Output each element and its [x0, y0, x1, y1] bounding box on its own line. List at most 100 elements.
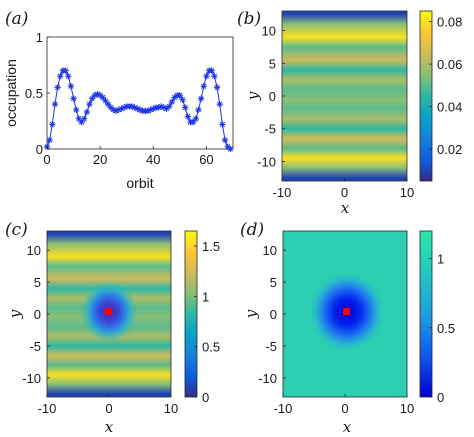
panel-c-cbar-tick-label: 0	[202, 390, 209, 405]
panel-a-ticks: 0 20 40 60 0 0.5 1	[25, 30, 214, 167]
panel-b-cbar-tick-label: 0.04	[437, 100, 462, 115]
panel-a-point	[195, 106, 202, 113]
panel-d-label: (d)	[240, 220, 264, 240]
panel-c-ytick-label: 0	[34, 307, 41, 322]
panel-a-ytick-label: 1	[36, 30, 43, 45]
panel-a-point	[46, 136, 53, 144]
panel-a-point	[181, 104, 189, 111]
panel-b-xtick-label: 10	[400, 185, 414, 200]
panel-a-point	[200, 83, 207, 90]
panel-d-cbar-tick-label: 1	[437, 252, 444, 267]
panel-b-ytick-label: -5	[264, 122, 276, 137]
panel-a-point	[203, 73, 210, 80]
panel-d-ytick-label: -5	[265, 339, 277, 354]
panel-c: (c) -10 0 10 10 5 0 -5 -10 0 0.5 1 1.5 x y	[5, 220, 220, 436]
panel-b-ytick-label: 0	[269, 89, 276, 104]
panel-a-point	[227, 145, 234, 153]
panel-a-line	[46, 70, 231, 150]
panel-a-point	[179, 96, 186, 103]
panel-d-ytick-label: 10	[263, 243, 277, 258]
panel-a-point	[57, 73, 64, 80]
panel-c-ticks: -10 0 10 10 5 0 -5 -10 0 0.5 1 1.5	[22, 239, 220, 416]
panel-a-point	[73, 106, 80, 113]
panel-d-xtick-label: -10	[274, 401, 293, 416]
panel-a-point	[65, 73, 72, 80]
panel-c-xtick-label: 0	[105, 401, 112, 416]
panel-a-point	[86, 101, 93, 108]
panel-d-ytick-label: 0	[270, 307, 277, 322]
panel-a-point	[62, 67, 69, 74]
panel-a-point	[221, 136, 229, 144]
panel-b-xtick-label: 0	[341, 185, 348, 200]
panel-a-point	[51, 101, 59, 108]
panel-a-ytick-label: 0	[36, 142, 43, 157]
panel-a-point	[120, 104, 128, 111]
panel-b-cbar-tick-label: 0.08	[437, 15, 462, 30]
panel-b-xlabel: x	[341, 199, 350, 217]
panel-a-axes-box	[46, 36, 234, 150]
panel-b: (b) -10 0 10 10 5 0 -5 -10 0.02 0.04 0.06 0.08 x y	[237, 9, 462, 217]
panel-c-marker	[105, 308, 112, 315]
panel-b-ytick-label: -10	[257, 154, 276, 169]
panel-b-cbar-tick-label: 0.06	[437, 57, 462, 72]
panel-a-point	[219, 121, 226, 128]
panel-d-ytick-label: 5	[270, 275, 277, 290]
panel-c-ytick-label: -10	[22, 371, 41, 386]
panel-d-ticks: -10 0 10 10 5 0 -5 -10 0 0.5 1	[258, 243, 455, 416]
panel-a-point	[208, 67, 215, 74]
panel-a-point	[176, 92, 184, 99]
panel-a-point	[213, 84, 221, 91]
panel-a-point	[81, 115, 88, 122]
panel-c-label: (c)	[5, 220, 28, 240]
panel-c-ylabel: y	[6, 309, 24, 319]
panel-a-point	[83, 108, 91, 116]
panel-a-point	[184, 113, 192, 120]
panel-a-point	[54, 84, 61, 91]
panel-c-colorbar	[184, 230, 198, 398]
panel-b-heatmap	[282, 11, 407, 181]
panel-a-xlabel: orbit	[126, 175, 153, 191]
panel-b-ytick-label: 5	[269, 56, 276, 71]
panel-a-point	[211, 73, 218, 80]
panel-d-colorbar	[419, 230, 433, 398]
panel-a-point	[67, 83, 75, 90]
panel-d-xtick-label: 10	[400, 401, 414, 416]
panel-b-ytick-label: 10	[262, 24, 276, 39]
panel-d-ylabel: y	[242, 309, 260, 319]
panel-a-point	[216, 101, 223, 108]
panel-b-colorbar	[419, 10, 433, 182]
panel-a-point	[166, 103, 173, 110]
panel-c-cbar-tick-label: 1.5	[202, 239, 220, 254]
panel-a-point	[70, 95, 77, 102]
panel-d-marker	[343, 308, 350, 315]
panel-d: (d) -10 0 10 10 5 0 -5 -10 0 0.5 1 x y	[240, 220, 455, 436]
panel-a-series	[43, 67, 234, 153]
panel-a-point	[192, 115, 199, 122]
panel-d-xtick-label: 0	[341, 401, 348, 416]
panel-c-ytick-label: 10	[27, 243, 41, 258]
panel-c-xtick-label: 10	[164, 401, 178, 416]
panel-c-xlabel: x	[105, 418, 114, 436]
panel-b-ticks: -10 0 10 10 5 0 -5 -10 0.02 0.04 0.06 0.08	[257, 15, 462, 200]
panel-a-xtick-label: 20	[93, 152, 107, 167]
panel-d-cbar-tick-label: 0	[437, 390, 444, 405]
panel-a: (a) 0 20 40 60 0 0.5 1 orbit occupation	[3, 9, 234, 191]
panel-b-xtick-label: -10	[273, 185, 292, 200]
panel-b-label: (b)	[237, 9, 261, 29]
panel-a-point	[197, 95, 205, 102]
panel-a-xtick-label: 0	[43, 152, 50, 167]
panel-c-xtick-label: -10	[38, 401, 57, 416]
panel-a-label: (a)	[5, 9, 28, 29]
panel-a-xtick-label: 60	[199, 152, 213, 167]
panel-a-xtick-label: 40	[146, 152, 160, 167]
panel-c-cbar-tick-label: 0.5	[202, 340, 220, 355]
panel-d-xlabel: x	[343, 418, 352, 436]
panel-c-cbar-tick-label: 1	[202, 289, 209, 304]
panel-a-point	[168, 98, 176, 106]
panel-b-cbar-tick-label: 0.02	[437, 142, 462, 157]
panel-b-ylabel: y	[244, 91, 262, 101]
panel-a-point	[49, 121, 56, 128]
panel-d-ytick-label: -10	[258, 371, 277, 386]
panel-a-point	[99, 94, 106, 101]
